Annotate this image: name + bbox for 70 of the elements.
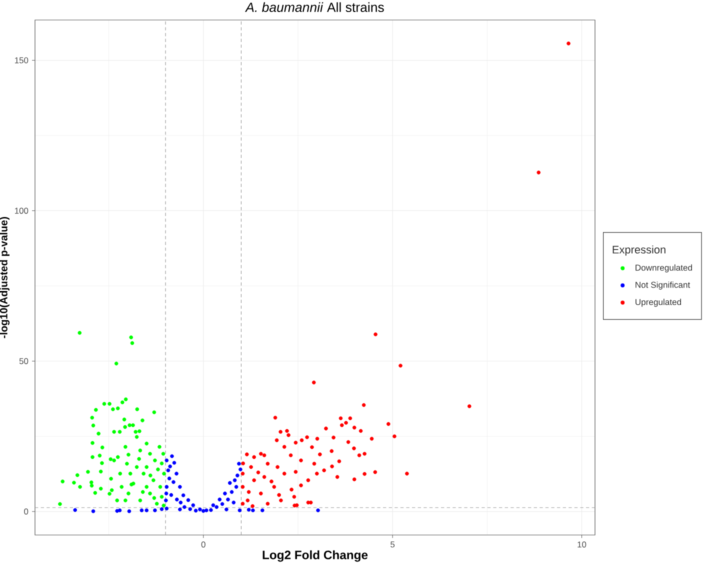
point [118,508,122,512]
y-axis-title: -log10(Adjusted p-value) [0,217,10,338]
point [164,492,168,496]
point [181,493,186,498]
y-tick-label: 150 [14,57,28,64]
point [223,492,227,496]
point [178,500,183,504]
point [186,498,190,502]
point [73,508,78,512]
point [164,506,169,510]
legend-label: Downregulated [636,264,692,272]
point [115,509,120,513]
x-tick-label: 5 [390,542,395,548]
point [174,472,178,476]
point [230,490,234,494]
point [178,508,182,512]
point [144,508,149,512]
point [188,507,192,512]
point [164,484,169,489]
point [226,498,230,502]
point [214,505,219,509]
point [211,503,216,508]
point [194,508,198,513]
point [246,508,251,512]
point [167,476,172,480]
point [140,508,144,512]
point [224,508,228,512]
x-tick-label: 0 [201,542,206,548]
point [172,460,176,465]
x-tick-label: 10 [578,542,586,548]
point [260,508,264,512]
legend-title: Expression [612,245,666,256]
legend-label: Upregulated [636,298,682,307]
y-tick-label: 0 [24,508,28,515]
point [160,507,164,512]
point [236,474,240,478]
chart-title: A. baumannii All strains [244,2,384,12]
y-tick-label: 100 [14,208,28,214]
point [218,498,222,502]
point [127,509,132,514]
point [238,468,242,472]
point [237,462,241,466]
point [228,481,232,485]
y-tick-label: 50 [19,358,28,364]
point [238,508,242,512]
point [169,493,174,497]
point [232,478,237,482]
point [153,508,157,512]
point [168,464,172,468]
point [220,502,224,506]
x-axis-title: Log2 Fold Change [262,550,368,562]
point [164,498,168,502]
point [251,508,255,512]
point [170,454,174,458]
point [204,508,208,512]
legend-label: Not Significant [636,282,690,290]
point [172,480,176,484]
point [174,498,179,502]
point [182,505,186,509]
point [191,503,196,508]
point [234,484,238,489]
point [201,509,206,513]
point [316,508,320,512]
point [232,500,236,504]
point [198,508,202,512]
point [178,484,182,489]
point [91,509,96,514]
point [209,508,213,512]
point [166,468,170,472]
point [164,458,169,462]
